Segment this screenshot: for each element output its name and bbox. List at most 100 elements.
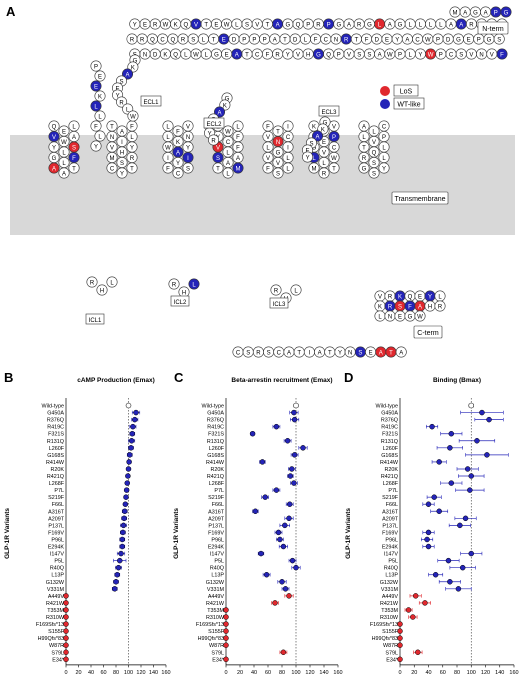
svg-text:S: S (191, 37, 195, 43)
svg-text:A: A (378, 52, 382, 58)
residue: R (312, 18, 324, 30)
icl1-label: ICL1 (85, 313, 105, 325)
x-tick-label: 20 (75, 670, 81, 675)
category-label: V331M (47, 587, 65, 593)
svg-text:P: P (398, 52, 402, 58)
data-point (447, 445, 453, 451)
residue: A (312, 130, 324, 142)
svg-text:H: H (120, 150, 124, 156)
residue: H (424, 300, 436, 312)
svg-text:H: H (428, 304, 432, 310)
residue: L (425, 18, 437, 30)
svg-text:A: A (347, 22, 351, 28)
category-label: R131Q (47, 439, 64, 445)
svg-text:G: G (323, 120, 328, 126)
residue: M (106, 152, 118, 164)
data-point (123, 494, 129, 500)
svg-text:R: R (256, 350, 261, 356)
category-label: A209T (208, 516, 225, 522)
category-label: S155F (382, 629, 399, 635)
residue: L (282, 152, 294, 164)
svg-text:P: P (263, 37, 267, 43)
residue: C (328, 141, 340, 153)
residue: A (222, 157, 234, 169)
residue: T (328, 162, 340, 174)
category-label: H99Qfs*83 (198, 636, 224, 642)
residue: S (212, 152, 224, 164)
svg-text:I: I (121, 140, 123, 146)
residue: A (414, 300, 426, 312)
residue: E (58, 125, 70, 137)
x-tick-label: 60 (440, 670, 446, 675)
data-point (127, 452, 133, 458)
residue: V (272, 157, 284, 169)
svg-text:F: F (130, 124, 134, 130)
data-point (223, 628, 229, 634)
residue: I (162, 152, 174, 164)
svg-text:ICL2: ICL2 (174, 300, 187, 306)
svg-text:F: F (500, 52, 504, 58)
data-point (125, 473, 131, 479)
svg-text:I: I (287, 145, 289, 151)
data-point (457, 522, 463, 529)
residue: L (374, 18, 386, 30)
svg-text:F: F (94, 124, 98, 130)
svg-text:Y: Y (52, 145, 56, 151)
category-label: T353M (47, 608, 64, 614)
residue: C (445, 48, 457, 60)
residue: L (94, 110, 106, 122)
data-point (467, 487, 473, 493)
residue: M (308, 162, 320, 174)
data-point (63, 628, 69, 634)
data-point (425, 529, 432, 536)
data-point (124, 480, 130, 486)
svg-text:A: A (226, 161, 230, 167)
svg-text:T: T (389, 350, 393, 356)
residue: F (496, 48, 508, 60)
svg-text:V: V (372, 140, 376, 146)
category-label: F321S (48, 432, 64, 438)
svg-text:P: P (242, 37, 246, 43)
svg-text:P: P (94, 64, 98, 70)
residue: Q (170, 48, 182, 60)
svg-text:T: T (362, 145, 366, 151)
residue: K (159, 48, 171, 60)
category-label: F169V (48, 530, 64, 536)
category-label: R131Q (207, 439, 224, 445)
residue: L (94, 130, 106, 142)
data-point (121, 515, 127, 522)
svg-text:P: P (382, 135, 386, 141)
category-label: R376Q (381, 418, 398, 424)
svg-text:Y: Y (116, 93, 120, 99)
data-point (436, 459, 442, 465)
residue: K (394, 290, 406, 302)
svg-text:T: T (72, 166, 76, 172)
svg-text:V: V (52, 135, 56, 141)
residue: R (358, 152, 370, 164)
category-label: W87R (383, 643, 398, 649)
svg-text:Q: Q (170, 37, 175, 43)
residue: Y (126, 141, 138, 153)
data-point (259, 459, 266, 465)
data-point (429, 423, 435, 430)
svg-text:F: F (72, 156, 76, 162)
panel-letter-c: C (174, 370, 184, 385)
svg-text:L: L (429, 22, 433, 28)
residue: R (252, 346, 264, 358)
data-point (223, 607, 229, 613)
residue: A (272, 18, 284, 30)
svg-text:T: T (245, 52, 249, 58)
category-label: R376Q (47, 418, 64, 424)
svg-text:D: D (153, 52, 158, 58)
residue: L (222, 146, 234, 158)
residue: T (126, 162, 138, 174)
svg-text:R: R (274, 288, 279, 294)
svg-text:R: R (357, 22, 362, 28)
residue: L (106, 276, 118, 288)
svg-text:Q: Q (372, 150, 377, 156)
x-tick-label: 140 (319, 670, 328, 675)
residue: V (465, 48, 477, 60)
residue: E (365, 346, 377, 358)
svg-text:T: T (297, 350, 301, 356)
svg-text:P: P (477, 37, 481, 43)
